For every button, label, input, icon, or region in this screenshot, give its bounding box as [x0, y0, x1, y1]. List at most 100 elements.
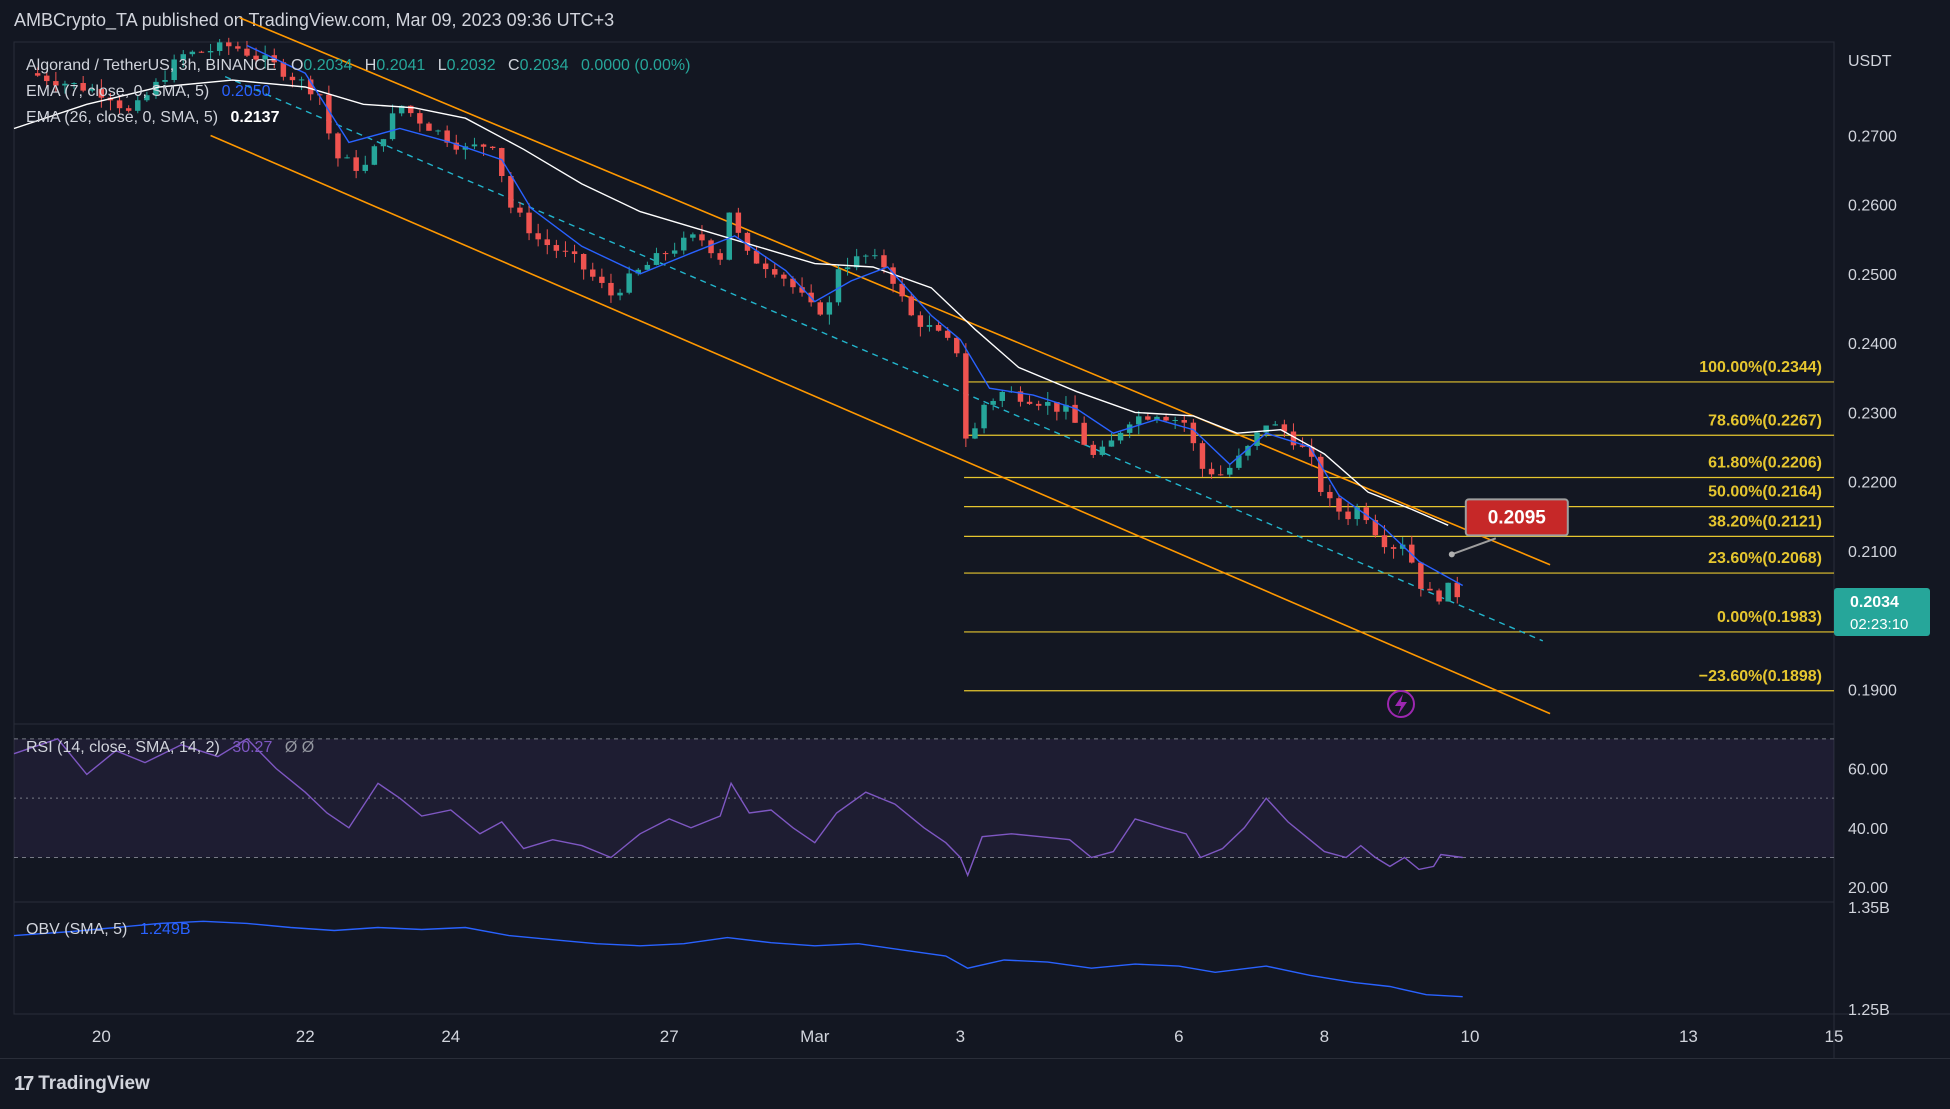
candle-body [1272, 424, 1278, 426]
channel-mid-line [224, 75, 1544, 642]
rsi-value: 30.27 [232, 739, 272, 756]
candle-body [1454, 582, 1460, 598]
fibonacci-retracement[interactable]: 100.00%(0.2344) 78.60%(0.2267) 61.80%(0.22… [964, 359, 1834, 692]
candle-body [890, 267, 896, 284]
candle-body [781, 274, 787, 279]
candle-body [571, 251, 578, 254]
time-tick-label: 15 [1825, 1027, 1844, 1046]
price-tick-label: 0.2300 [1848, 405, 1897, 422]
candle-body [1354, 507, 1360, 520]
parallel-channel[interactable] [210, 17, 1551, 715]
last-price-badge: 0.2034 02:23:10 [1834, 588, 1930, 636]
candle-body [216, 42, 223, 52]
candle-body [244, 48, 250, 56]
candle-body [999, 391, 1005, 401]
callout-pointer [1451, 537, 1497, 556]
rsi-band-fill [14, 738, 1834, 858]
ema26-value: 0.2137 [231, 109, 280, 126]
price-tick-label: 0.2500 [1848, 267, 1897, 284]
candle-body [835, 269, 842, 303]
candle-body [1117, 432, 1124, 441]
fib-level-label: 100.00%(0.2344) [1699, 359, 1822, 376]
candle-body [544, 239, 550, 246]
candle-body [671, 250, 678, 254]
candle-body [899, 283, 905, 297]
candle-body [353, 157, 359, 171]
candle-body [1217, 474, 1224, 476]
candle-body [926, 325, 933, 327]
candle-body [298, 79, 305, 81]
candle-body [1427, 588, 1433, 591]
candle-body [853, 256, 860, 268]
ema7-line [246, 44, 1464, 587]
candle-body [644, 264, 651, 270]
candle-body [617, 292, 623, 296]
candle-body [144, 95, 150, 101]
trading-chart[interactable]: 100.00%(0.2344) 78.60%(0.2267) 61.80%(0.22… [0, 0, 1950, 1058]
candle-body [508, 175, 514, 208]
candle-body [471, 144, 478, 147]
candle-body [1290, 431, 1297, 446]
candle-body [1227, 467, 1233, 475]
candle-body [735, 212, 742, 233]
candle-body [1136, 416, 1142, 425]
candle-body [344, 157, 350, 159]
price-tick-label: 0.2600 [1848, 198, 1897, 215]
tradingview-logo[interactable]: 17 TradingView [14, 1073, 150, 1096]
alert-lightning-icon[interactable] [1387, 690, 1415, 718]
candle-body [135, 100, 141, 111]
candle-body [371, 146, 378, 165]
fib-level-label: −23.60%(0.1898) [1699, 668, 1822, 685]
price-tick-label: 0.2200 [1848, 475, 1897, 492]
candle-body [1336, 498, 1342, 512]
candle-body [935, 325, 942, 331]
price-callout[interactable]: 0.2095 [1448, 498, 1569, 558]
candle-body [1345, 511, 1351, 520]
candle-body [590, 269, 596, 277]
candle-body [944, 330, 951, 338]
candle-body [480, 144, 487, 147]
candle-body [1381, 535, 1388, 548]
candle-body [1072, 404, 1078, 423]
candle-body [708, 240, 714, 254]
rsi-tick-label: 20.00 [1848, 880, 1888, 897]
svg-text:EMA (7, close, 0, SMA, 5): EMA (7, close, 0, SMA, 5) 0.2050 [26, 83, 271, 100]
candle-body [744, 232, 751, 251]
rsi-tick-label: 60.00 [1848, 762, 1888, 779]
candle-body [380, 139, 387, 147]
candle-body [435, 130, 441, 132]
candle-body [1281, 424, 1288, 432]
candle-body [162, 80, 168, 82]
candle-body [189, 51, 196, 55]
time-tick-label: 24 [441, 1027, 460, 1046]
time-tick-label: 20 [92, 1027, 111, 1046]
candle-body [1436, 590, 1442, 602]
candle-body [489, 146, 496, 149]
axis-labels: 0.2700 0.2600 0.2500 0.2400 0.2300 0.2200 0.21… [92, 128, 1897, 1046]
price-series [34, 37, 1460, 605]
candle-body [89, 88, 95, 91]
candle-body [753, 250, 760, 264]
candle-body [881, 255, 887, 268]
main-legend: Algorand / TetherUS, 3h, BINANCE O0.2034… [26, 57, 690, 126]
rsi-band-area [14, 738, 1834, 858]
candle-body [1172, 420, 1178, 422]
obv-line [13, 920, 1463, 998]
tradingview-logo-icon: 17 [14, 1072, 34, 1095]
candle-body [772, 269, 778, 275]
candle-body [44, 75, 50, 82]
candle-body [444, 130, 450, 143]
candle-body [34, 73, 41, 76]
candle-body [453, 142, 459, 150]
candle-body [116, 100, 123, 109]
candle-body [499, 148, 505, 176]
footer-bar: 17 TradingView [0, 1058, 1950, 1109]
candle-body [1308, 446, 1315, 457]
svg-text:RSI (14, close, SMA, 14, 2): RSI (14, close, SMA, 14, 2) 30.27 Ø Ø [26, 739, 314, 756]
candle-body [408, 105, 414, 114]
fib-level-label: 61.80%(0.2206) [1708, 455, 1822, 472]
last-price-countdown: 02:23:10 [1850, 616, 1908, 633]
candle-body [1108, 440, 1115, 447]
candle-body [1399, 544, 1406, 549]
candle-body [726, 212, 732, 260]
